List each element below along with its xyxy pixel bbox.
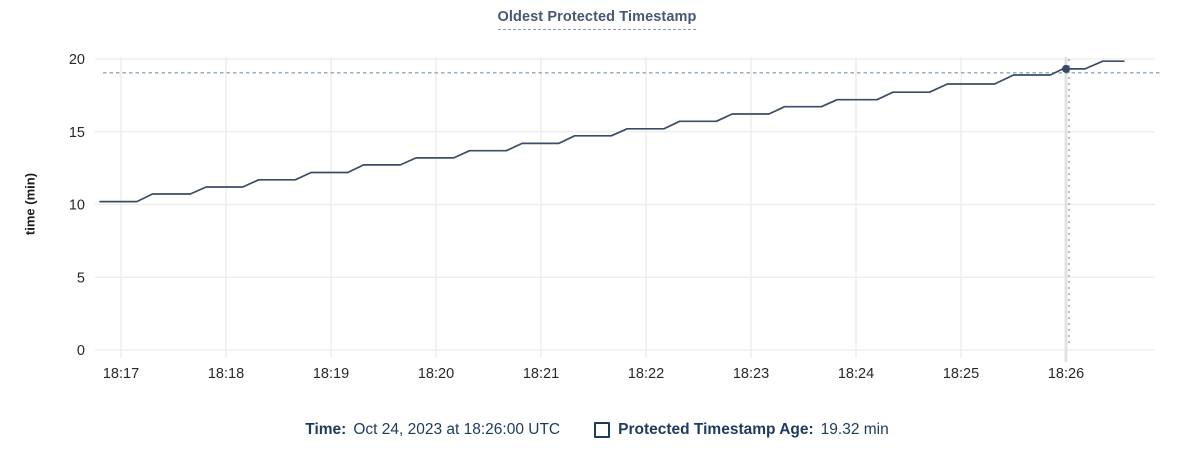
y-tick-label: 0 [77, 343, 85, 359]
series-checkbox[interactable] [594, 422, 611, 438]
x-tick-label: 18:24 [838, 366, 874, 382]
legend-series[interactable]: Protected Timestamp Age: 19.32 min [594, 421, 889, 439]
x-tick-label: 18:19 [313, 366, 349, 382]
legend-time: Time: Oct 24, 2023 at 18:26:00 UTC [305, 421, 560, 439]
x-tick-label: 18:21 [523, 366, 559, 382]
chart-canvas[interactable]: 0 5 10 15 20 18:17 18:18 18:19 18:20 18:21 18:22 18… [0, 0, 1194, 412]
y-tick-label: 10 [69, 198, 85, 214]
legend-series-label: Protected Timestamp Age: [618, 421, 814, 438]
x-tick-label: 18:20 [418, 366, 454, 382]
x-tick-label: 18:22 [628, 366, 664, 382]
y-tick-label: 15 [69, 125, 85, 141]
x-tick-label: 18:26 [1048, 366, 1084, 382]
x-tick-label: 18:18 [208, 366, 244, 382]
legend-time-value: Oct 24, 2023 at 18:26:00 UTC [353, 421, 561, 438]
legend-series-value: 19.32 min [820, 421, 889, 438]
chart-title[interactable]: Oldest Protected Timestamp [497, 9, 697, 30]
chart-legend: Time: Oct 24, 2023 at 18:26:00 UTC Prote… [0, 421, 1194, 439]
x-tick-label: 18:23 [733, 366, 769, 382]
legend-time-label: Time: [305, 421, 347, 438]
series-line [99, 60, 1125, 203]
y-tick-label: 5 [77, 270, 85, 286]
hover-dot [1062, 64, 1070, 73]
y-tick-label: 20 [69, 52, 85, 68]
x-tick-label: 18:17 [103, 366, 139, 382]
x-tick-label: 18:25 [943, 366, 979, 382]
chart-title-row: Oldest Protected Timestamp [0, 8, 1194, 30]
